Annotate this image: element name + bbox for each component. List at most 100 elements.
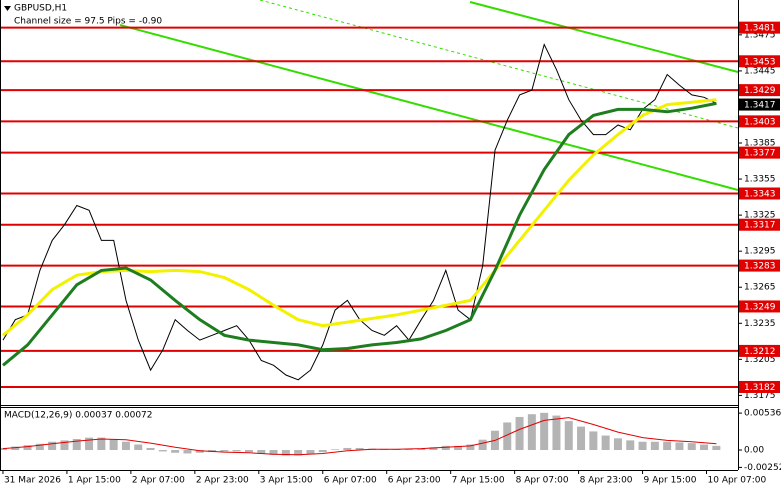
level-label: 1.3403 (744, 117, 776, 127)
x-tick-label: 31 Mar 2026 (4, 476, 61, 486)
macd-bar (540, 412, 549, 451)
macd-bar (244, 450, 253, 453)
macd-bar (404, 449, 413, 451)
macd-bar (35, 443, 44, 451)
level-label-box (739, 21, 780, 34)
level-label: 1.3182 (744, 383, 776, 393)
x-tick-label: 6 Apr 07:00 (324, 476, 377, 486)
macd-bar (503, 422, 512, 451)
macd-bar (60, 440, 69, 451)
x-tick-label: 8 Apr 07:00 (516, 476, 569, 486)
y-tick-label: 1.3265 (744, 283, 776, 293)
macd-bar (577, 426, 586, 451)
level-label-box (739, 187, 780, 200)
macd-bar (712, 445, 721, 451)
macd-bar (564, 421, 573, 451)
macd-bar (552, 415, 561, 451)
macd-bar (85, 437, 94, 451)
x-tick-label: 8 Apr 23:00 (580, 476, 633, 486)
y-tick-label: 1.3175 (744, 391, 776, 401)
macd-bar (318, 450, 327, 453)
macd-bar (134, 444, 143, 451)
x-tick-label: 3 Apr 15:00 (260, 476, 313, 486)
level-label-box (739, 380, 780, 393)
macd-bar (257, 450, 266, 454)
macd-bar (72, 439, 81, 451)
x-tick-label: 2 Apr 07:00 (132, 476, 185, 486)
level-label: 1.3343 (744, 189, 776, 199)
macd-bar (343, 447, 352, 451)
macd-bar (331, 449, 340, 451)
macd-bar (527, 414, 536, 451)
chart-subtitle: Channel size = 97.5 Pips = -0.90 (14, 17, 162, 27)
level-label: 1.3481 (744, 24, 776, 34)
x-tick-label: 10 Apr 07:00 (708, 476, 767, 486)
signal-line (2, 417, 717, 456)
macd-bar (589, 431, 598, 451)
macd-bar (601, 435, 610, 451)
x-tick-label: 6 Apr 23:00 (388, 476, 441, 486)
y-tick-label: 0.00536 (744, 409, 781, 419)
level-label-box (739, 344, 780, 357)
macd-bar (97, 437, 106, 451)
y-tick-label: 1.3205 (744, 355, 776, 365)
macd-bar (454, 445, 463, 451)
moving-average (2, 101, 717, 367)
macd-bar (195, 450, 204, 453)
macd-bar (281, 450, 290, 456)
macd-bar (294, 450, 303, 456)
level-label-box (739, 218, 780, 231)
moving-average (2, 98, 717, 337)
level-label-box (739, 84, 780, 97)
level-label-box (739, 55, 780, 68)
level-label: 1.3317 (744, 221, 776, 231)
level-label: 1.3377 (744, 149, 776, 159)
macd-bar (613, 438, 622, 451)
channel-line (119, 24, 739, 191)
level-label: 1.3429 (744, 86, 776, 96)
macd-bar (638, 441, 647, 451)
macd-bar (146, 447, 155, 451)
y-tick-label: 1.3295 (744, 247, 776, 257)
macd-bar (675, 442, 684, 451)
macd-bar (626, 440, 635, 451)
macd-bar (121, 441, 130, 451)
x-tick-label: 7 Apr 15:00 (452, 476, 505, 486)
macd-bar (687, 443, 696, 451)
x-tick-label: 1 Apr 15:00 (68, 476, 121, 486)
macd-bar (700, 444, 709, 451)
macd-bar (183, 450, 192, 454)
x-tick-label: 9 Apr 15:00 (644, 476, 697, 486)
macd-bar (515, 416, 524, 451)
y-tick-label: 1.3445 (744, 66, 776, 76)
macd-bar (220, 450, 229, 452)
macd-bar (650, 441, 659, 451)
y-tick-label: 1.3475 (744, 30, 776, 40)
level-label-box (739, 146, 780, 159)
current-price-box (739, 98, 780, 111)
level-label: 1.3212 (744, 347, 776, 357)
y-tick-label: 1.3235 (744, 319, 776, 329)
macd-bar (232, 450, 241, 452)
macd-bar (109, 439, 118, 451)
macd-bar (306, 450, 315, 455)
y-tick-label: 1.3385 (744, 139, 776, 149)
chart-title: GBPUSD,H1 (14, 4, 67, 14)
macd-bar (663, 441, 672, 451)
level-label: 1.3283 (744, 262, 776, 272)
channel-midline (259, 0, 739, 129)
macd-bar (48, 441, 57, 451)
menu-icon (4, 6, 11, 11)
level-label-box (739, 259, 780, 272)
y-tick-label: 0.00 (744, 446, 764, 456)
macd-bar (269, 450, 278, 455)
level-label: 1.3249 (744, 302, 776, 312)
y-tick-label: -0.00252 (744, 463, 781, 473)
level-label: 1.3453 (744, 57, 776, 67)
macd-bar (158, 450, 167, 452)
x-tick-label: 2 Apr 23:00 (196, 476, 249, 486)
level-label-box (739, 300, 780, 313)
macd-bar (429, 447, 438, 451)
macd-bar (23, 445, 32, 451)
